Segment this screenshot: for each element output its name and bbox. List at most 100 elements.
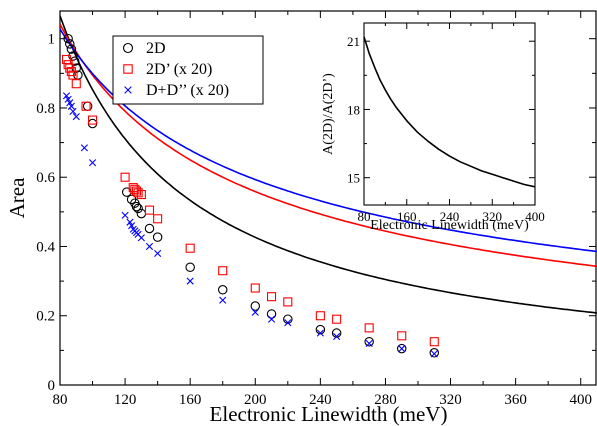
fit-curve-2d (60, 15, 597, 314)
inset-x-tick-label: 320 (483, 209, 503, 224)
inset-x-axis-title: Electronic Linewidth (meV) (370, 218, 529, 233)
data-point-d-plus-d-double-prime (186, 277, 194, 285)
inset-x-tick-label: 400 (525, 209, 545, 224)
x-tick-label: 120 (114, 392, 137, 408)
data-point-2d-prime (185, 243, 195, 253)
y-tick-label: 0.2 (36, 309, 55, 325)
data-point-2d (131, 201, 142, 212)
data-point-2d-prime (81, 101, 91, 111)
data-point-2d-prime (266, 292, 277, 302)
data-point-d-plus-d-double-prime (121, 211, 129, 219)
data-point-2d (364, 336, 374, 347)
y-axis-title: Area (5, 177, 29, 218)
inset-plot: 80 160 240 320 400 15 18 21 Electronic Linewidth… (321, 22, 545, 233)
x-tick-label: 320 (439, 392, 462, 408)
data-point-2d-prime (144, 205, 155, 215)
data-point-2d-prime (87, 115, 98, 125)
data-point-2d-prime (71, 79, 81, 89)
y-tick-label: 0 (48, 378, 56, 394)
data-point-2d (66, 44, 77, 54)
data-point-d-plus-d-double-prime (126, 218, 134, 226)
data-point-2d (65, 39, 75, 49)
data-point-2d (152, 232, 163, 242)
data-point-d-plus-d-double-prime (365, 339, 373, 348)
inset-x-tick-label: 240 (440, 209, 460, 224)
data-point-2d-prime (218, 266, 228, 276)
data-point-2d-prime (315, 311, 325, 321)
inset-y-tick-label: 18 (347, 102, 360, 117)
y-tick-label: 0.8 (36, 101, 55, 117)
data-point-d-plus-d-double-prime (80, 144, 88, 152)
y-tick-label: 1 (48, 32, 56, 48)
legend-marker-2d-prime (123, 64, 133, 74)
inset-ratio-line (363, 36, 536, 188)
data-point-d-plus-d-double-prime (430, 350, 438, 358)
inset-x-tick-label: 160 (397, 209, 417, 224)
legend-box (112, 35, 264, 105)
fit-curve-d-plus-d-double-prime (60, 28, 597, 253)
x-tick-label: 240 (309, 392, 332, 408)
data-point-2d-prime (332, 314, 342, 324)
data-point-2d-prime (61, 54, 72, 65)
data-point-d-plus-d-double-prime (398, 345, 406, 353)
data-point-2d (396, 343, 407, 354)
x-tick-label: 360 (504, 392, 527, 408)
fit-curve-2d-prime (60, 23, 597, 268)
x-tick-label: 280 (374, 392, 397, 408)
inset-y-tick-label: 21 (347, 34, 360, 49)
data-point-d-plus-d-double-prime (333, 332, 341, 341)
data-point-d-plus-d-double-prime (154, 249, 162, 257)
data-point-2d (266, 309, 277, 319)
data-point-d-plus-d-double-prime (128, 222, 136, 230)
data-point-d-plus-d-double-prime (284, 319, 292, 327)
legend-label-d-plus-d-double-prime: D+D’’ (x 20) (146, 82, 229, 99)
x-tick-label: 80 (53, 392, 68, 408)
x-tick-label: 400 (569, 392, 592, 408)
data-point-2d-prime (364, 323, 374, 333)
data-point-2d (185, 262, 195, 273)
data-point-2d-prime (136, 189, 146, 200)
data-point-2d-prime (153, 214, 163, 224)
inset-frame (363, 22, 536, 206)
x-tick-label: 160 (179, 392, 202, 408)
data-point-d-plus-d-double-prime (62, 92, 71, 100)
data-point-d-plus-d-double-prime (69, 107, 77, 116)
x-axis-title: Electronic Linewidth (meV) (210, 402, 448, 426)
legend: 2D 2D’ (x 20) D+D’’ (x 20) (112, 35, 264, 105)
data-point-2d (63, 33, 73, 44)
data-point-2d-prime (283, 297, 293, 307)
data-point-2d (144, 223, 155, 234)
data-point-d-plus-d-double-prime (316, 329, 324, 337)
data-point-2d (217, 285, 228, 295)
legend-marker-d-plus-d-double-prime (124, 86, 132, 94)
data-point-d-plus-d-double-prime (64, 95, 72, 103)
data-point-2d-prime (68, 70, 78, 80)
data-point-d-plus-d-double-prime (251, 308, 259, 316)
data-point-2d-prime (397, 331, 407, 341)
inset-y-tick-label: 15 (347, 171, 360, 186)
legend-marker-2d (122, 42, 134, 54)
data-point-2d (429, 348, 440, 358)
data-point-d-plus-d-double-prime (67, 102, 75, 110)
data-point-2d-prime (133, 188, 143, 198)
data-point-d-plus-d-double-prime (137, 234, 145, 242)
y-tick-label: 0.6 (36, 170, 55, 186)
y-tick-label: 0.4 (36, 239, 55, 255)
data-point-2d-prime (120, 172, 130, 182)
inset-x-tick-label: 80 (358, 209, 371, 224)
main-plot: 80 120 160 200 240 280 320 360 400 0 0.2 0.4 0.6 0.8 1… (5, 10, 597, 426)
data-point-2d (133, 203, 143, 214)
data-point-2d (250, 301, 261, 311)
data-point-2d (82, 101, 93, 111)
data-point-2d-prime (250, 283, 260, 293)
legend-label-2d-prime: 2D’ (x 20) (146, 61, 212, 78)
data-point-d-plus-d-double-prime (72, 113, 80, 121)
data-point-d-plus-d-double-prime (267, 315, 276, 323)
data-point-2d-prime (429, 337, 439, 347)
legend-label-2d: 2D (146, 40, 166, 57)
data-point-d-plus-d-double-prime (145, 242, 154, 251)
data-point-d-plus-d-double-prime (219, 296, 227, 304)
inset-y-axis-title: A(2D)/A(2D’) (321, 73, 336, 155)
data-point-d-plus-d-double-prime (88, 159, 97, 167)
